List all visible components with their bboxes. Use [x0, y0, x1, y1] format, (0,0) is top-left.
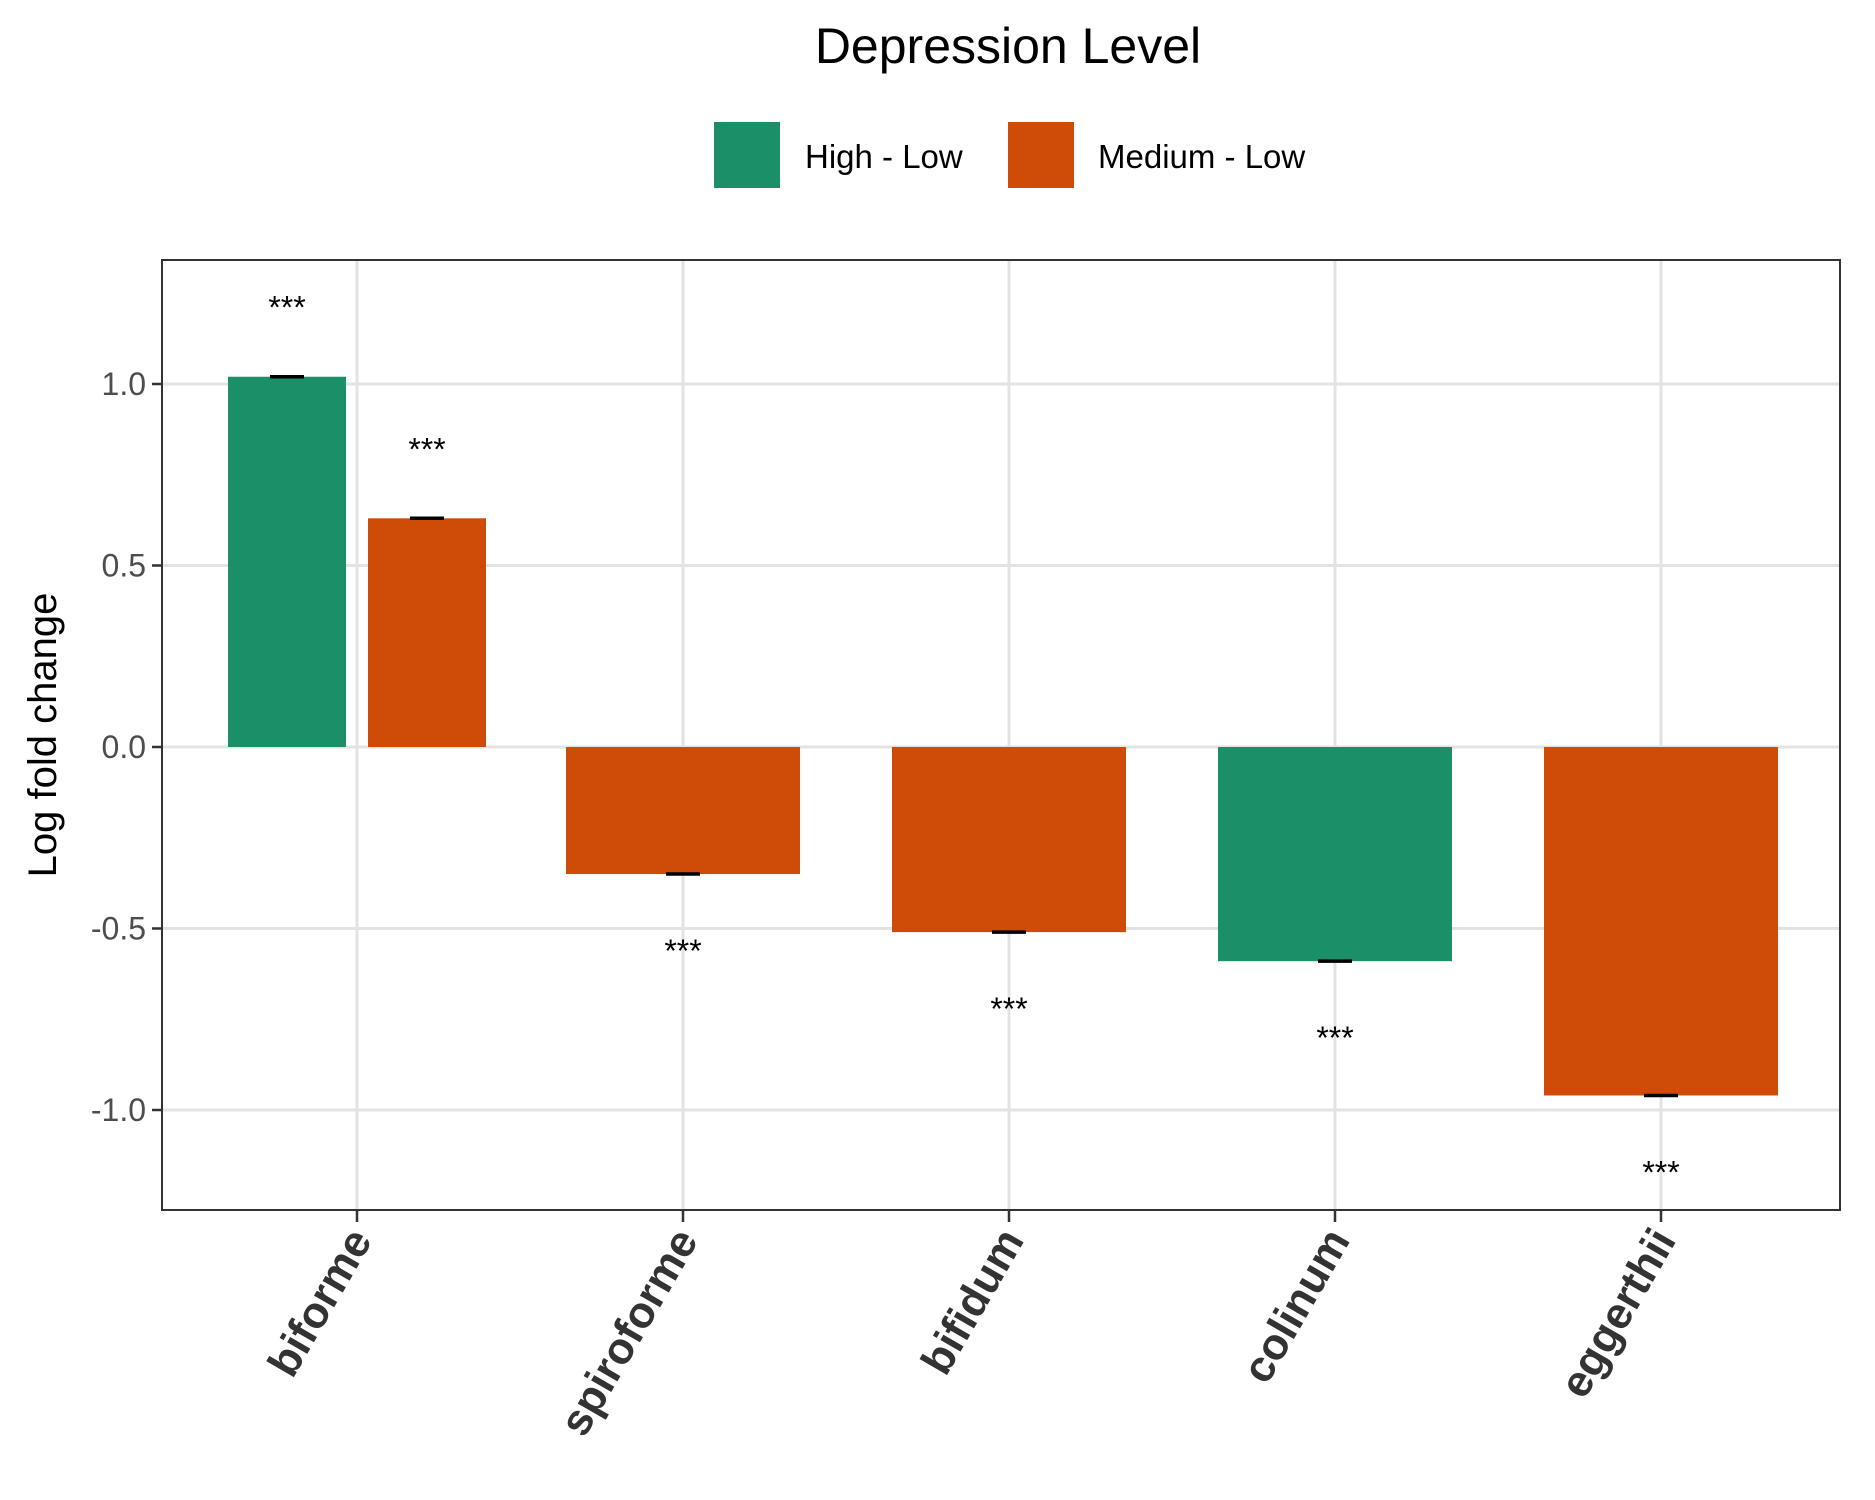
significance-label-bifidum-medium-low: *** — [990, 991, 1027, 1027]
y-axis: 1.0 0.5 0.0 -0.5 -1.0 — [91, 366, 162, 1128]
y-tick-label: -0.5 — [91, 911, 146, 947]
y-tick-label: 0.5 — [102, 548, 146, 584]
legend-swatch-medium-low — [1008, 122, 1074, 188]
legend-label-high-low: High - Low — [805, 138, 963, 175]
bars — [228, 376, 1778, 1096]
significance-labels: *** *** *** *** *** *** — [268, 290, 1679, 1191]
significance-label-colinum-high-low: *** — [1316, 1020, 1353, 1056]
significance-label-eggerthii-medium-low: *** — [1642, 1154, 1679, 1190]
x-tick-label-spiroforme: spiroforme — [550, 1221, 707, 1445]
x-tick-label-colinum: colinum — [1233, 1221, 1360, 1392]
bar-eggerthii-medium-low — [1544, 747, 1778, 1096]
x-tick-label-biforme: biforme — [259, 1221, 382, 1385]
x-gridlines — [355, 260, 1663, 1210]
error-bars — [270, 374, 1678, 1098]
legend-title: Depression Level — [815, 18, 1201, 74]
bar-biforme-high-low — [228, 376, 346, 747]
legend-swatch-high-low — [714, 122, 780, 188]
y-tick-label: -1.0 — [91, 1092, 146, 1128]
y-tick-label: 1.0 — [102, 366, 146, 402]
bar-spiroforme-medium-low — [566, 747, 800, 875]
x-axis: biforme spiroforme bifidum colinum eggerthii — [259, 1210, 1686, 1444]
bar-bifidum-medium-low — [892, 747, 1126, 933]
legend-label-medium-low: Medium - Low — [1098, 138, 1305, 175]
plot-panel: *** *** *** *** *** *** — [161, 259, 1841, 1211]
x-tick-label-eggerthii: eggerthii — [1550, 1221, 1685, 1406]
y-axis-title: Log fold change — [21, 593, 65, 878]
significance-label-biforme-high-low: *** — [268, 290, 305, 326]
significance-label-biforme-medium-low: *** — [408, 431, 445, 467]
y-tick-label: 0.0 — [102, 729, 146, 765]
legend: Depression Level High - Low Medium - Low — [714, 18, 1305, 188]
panel-border — [161, 259, 1841, 1211]
significance-label-spiroforme-medium-low: *** — [664, 933, 701, 969]
bar-biforme-medium-low — [368, 518, 486, 747]
x-tick-label-bifidum: bifidum — [912, 1221, 1034, 1383]
bar-colinum-high-low — [1218, 747, 1452, 962]
